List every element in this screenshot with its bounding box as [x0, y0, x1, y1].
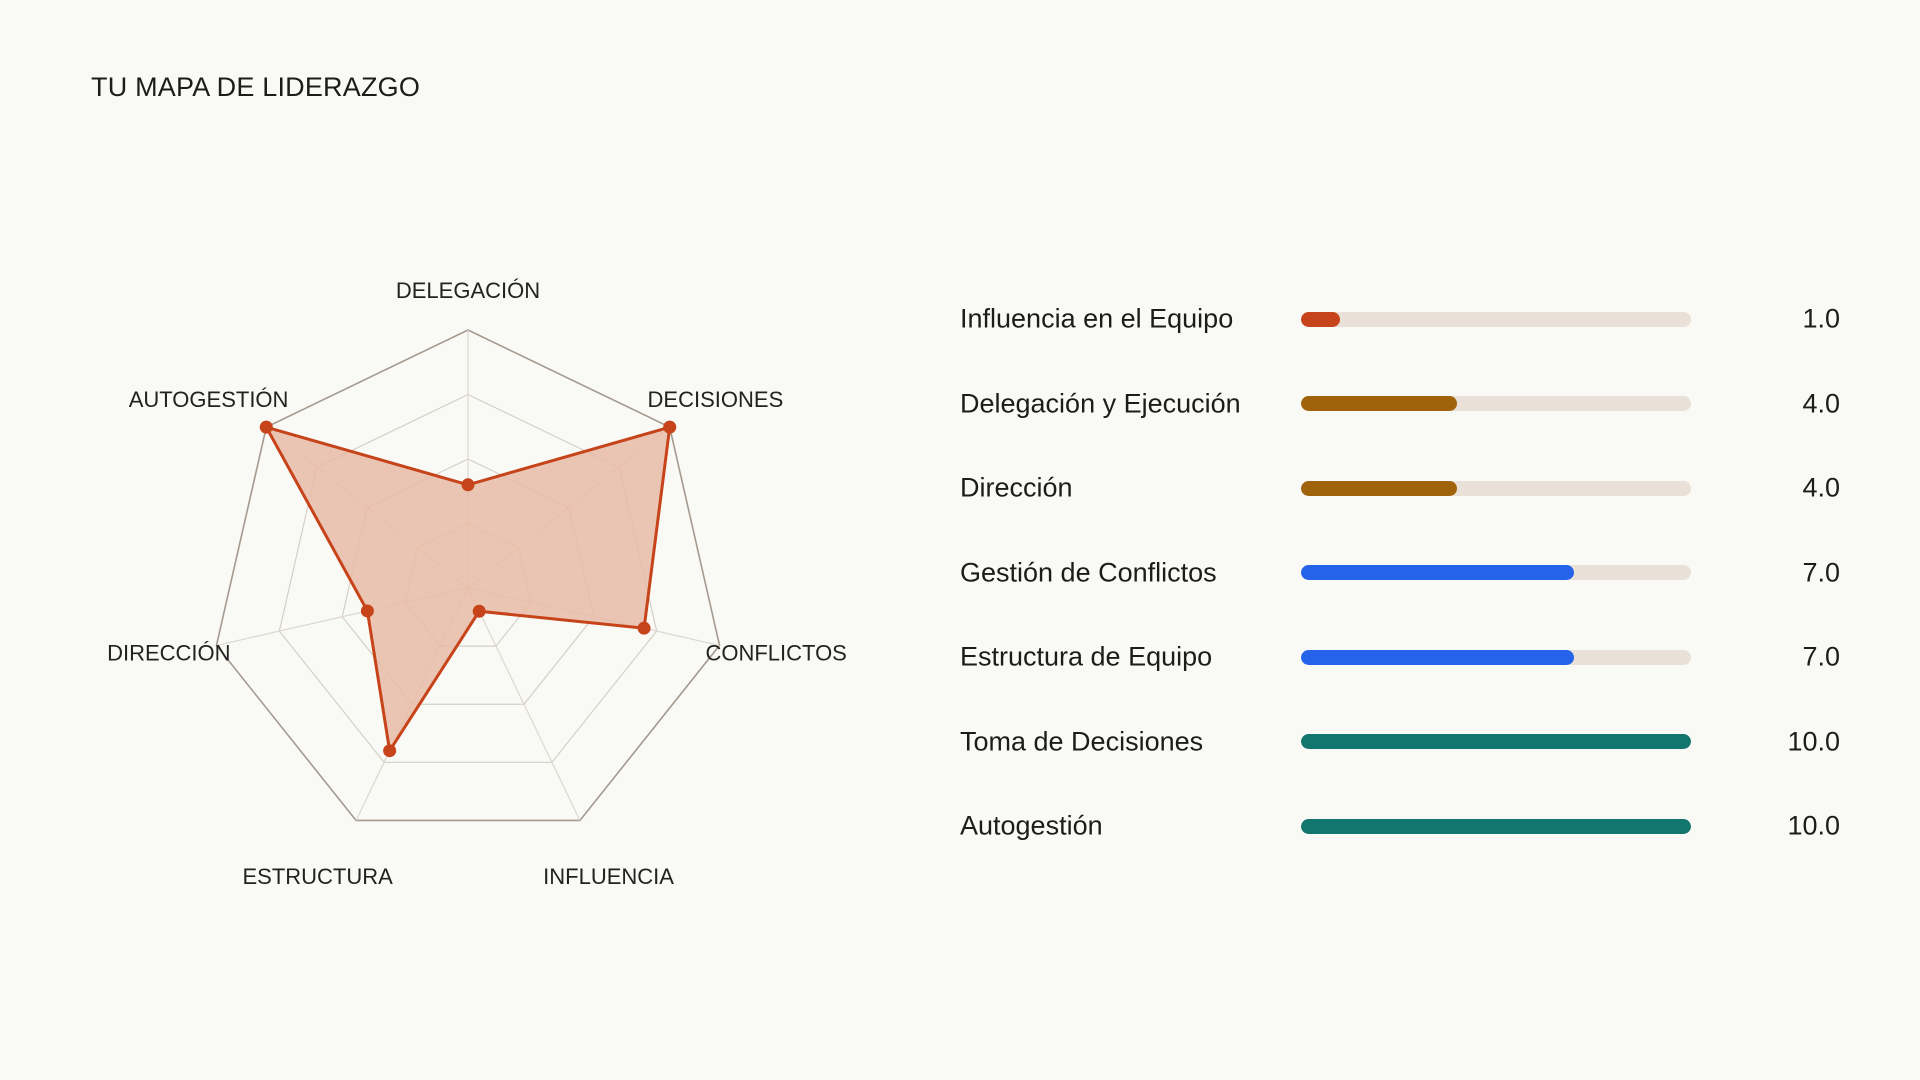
- score-bar: [1301, 649, 1574, 665]
- radar-point: [637, 621, 651, 635]
- radar-point: [259, 420, 273, 434]
- radar-point: [360, 604, 374, 618]
- radar-axis-label: DIRECCIÓN: [107, 641, 230, 666]
- score-value: 10.0: [1787, 726, 1840, 756]
- score-label: Delegación y Ejecución: [960, 388, 1241, 418]
- score-value: 4.0: [1802, 388, 1840, 418]
- page-title: TU MAPA DE LIDERAZGO: [91, 72, 421, 102]
- score-value: 4.0: [1802, 472, 1840, 503]
- score-row: Toma de Decisiones 10.0: [960, 722, 1840, 762]
- score-bar: [1301, 734, 1691, 749]
- radar-point: [472, 604, 486, 618]
- score-label: Dirección: [960, 472, 1073, 503]
- score-bar: [1301, 565, 1574, 580]
- score-value: 10.0: [1787, 810, 1840, 841]
- score-row: Estructura de Equipo 7.0: [960, 637, 1840, 677]
- score-row: Influencia en el Equipo 1.0: [960, 299, 1840, 339]
- radar-axis-label: CONFLICTOS: [705, 641, 846, 666]
- score-row: Gestión de Conflictos 7.0: [960, 553, 1840, 593]
- score-bar: [1301, 396, 1457, 411]
- score-label: Autogestión: [960, 810, 1103, 841]
- radar-grid-ring-4: [215, 329, 721, 822]
- score-label: Influencia en el Equipo: [960, 303, 1234, 334]
- radar-axis-label: AUTOGESTIÓN: [129, 387, 289, 412]
- score-label: Toma de Decisiones: [960, 726, 1204, 756]
- score-value: 7.0: [1802, 641, 1840, 672]
- score-bar-track: [1301, 396, 1691, 411]
- score-row: Dirección 4.0: [960, 468, 1840, 508]
- score-row: Delegación y Ejecución 4.0: [960, 384, 1840, 424]
- score-row: Autogestión 10.0: [960, 806, 1840, 846]
- score-value: 1.0: [1802, 303, 1840, 334]
- radar-spoke: [467, 587, 581, 821]
- radar-point: [663, 420, 677, 434]
- score-bar-track: [1301, 565, 1691, 580]
- radar-axis-label: DECISIONES: [648, 387, 784, 412]
- score-bar: [1301, 818, 1691, 834]
- radar-axis-label: INFLUENCIA: [543, 864, 674, 889]
- radar-series-area: [264, 425, 672, 753]
- score-label: Gestión de Conflictos: [960, 557, 1217, 587]
- score-bar: [1301, 311, 1340, 327]
- radar-point: [383, 744, 397, 758]
- radar-axis-label: ESTRUCTURA: [242, 864, 393, 889]
- score-bar-track: [1301, 649, 1691, 665]
- score-label: Estructura de Equipo: [960, 641, 1213, 672]
- score-bar-track: [1301, 734, 1691, 749]
- score-bar: [1301, 480, 1457, 496]
- score-bar-track: [1301, 480, 1691, 496]
- score-bar-track: [1301, 311, 1691, 327]
- radar-chart: DELEGACIÓN DECISIONES CONFLICTOS INFLUENCIA…: [107, 278, 847, 889]
- score-bar-track: [1301, 818, 1691, 834]
- radar-point: [461, 478, 475, 492]
- score-value: 7.0: [1802, 557, 1840, 587]
- radar-axis-label: DELEGACIÓN: [396, 278, 540, 303]
